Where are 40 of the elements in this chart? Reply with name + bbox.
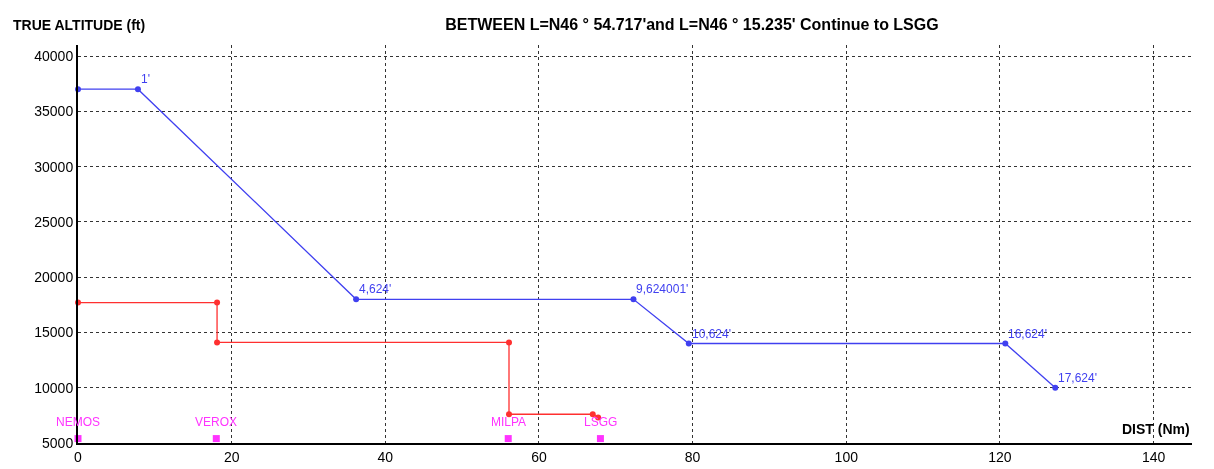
annotation: 4,624' [359,282,392,296]
annotation: VEROX [195,415,238,429]
y-tick-label: 25000 [34,213,74,230]
y-tick-label: 40000 [34,47,74,64]
point [353,296,360,303]
point [1002,340,1009,347]
annotation: 9,624001' [636,282,689,296]
annotation: 16,624' [1008,327,1047,341]
y-tick-label: 35000 [34,103,74,120]
annotation: 10,624' [692,327,731,341]
y-axis-title: TRUE ALTITUDE (ft) [13,17,146,33]
x-tick-label: 140 [1141,448,1166,465]
x-tick-label: 80 [684,448,701,465]
x-axis-title: DIST (Nm) [1122,421,1190,437]
point [504,435,512,443]
point [506,339,512,346]
point [685,340,692,347]
x-tick-label: 0 [74,448,83,465]
chart-title: BETWEEN L=N46 ° 54.717'and L=N46 ° 15.235' Continue to LSGG [445,15,939,33]
x-tick-label: 20 [223,448,240,465]
annotation: 17,624' [1058,371,1097,385]
x-tick-label: 120 [988,448,1012,465]
point [214,339,221,346]
point [214,299,221,306]
x-tick-label: 60 [531,448,547,465]
y-tick-label: 10000 [34,379,74,396]
annotation: LSGG [584,415,618,429]
x-tick-label: 40 [377,448,394,465]
point [212,435,220,443]
point [1052,384,1059,391]
annotation: 1' [141,72,150,86]
y-tick-label: 15000 [34,324,74,341]
x-tick-label: 100 [834,448,859,465]
point [596,435,604,443]
point [134,86,141,93]
y-tick-label: 30000 [34,158,74,175]
y-tick-label: 20000 [34,269,74,286]
annotation: MILPA [491,415,527,429]
y-tick-label: 5000 [42,434,74,451]
point [630,296,637,303]
